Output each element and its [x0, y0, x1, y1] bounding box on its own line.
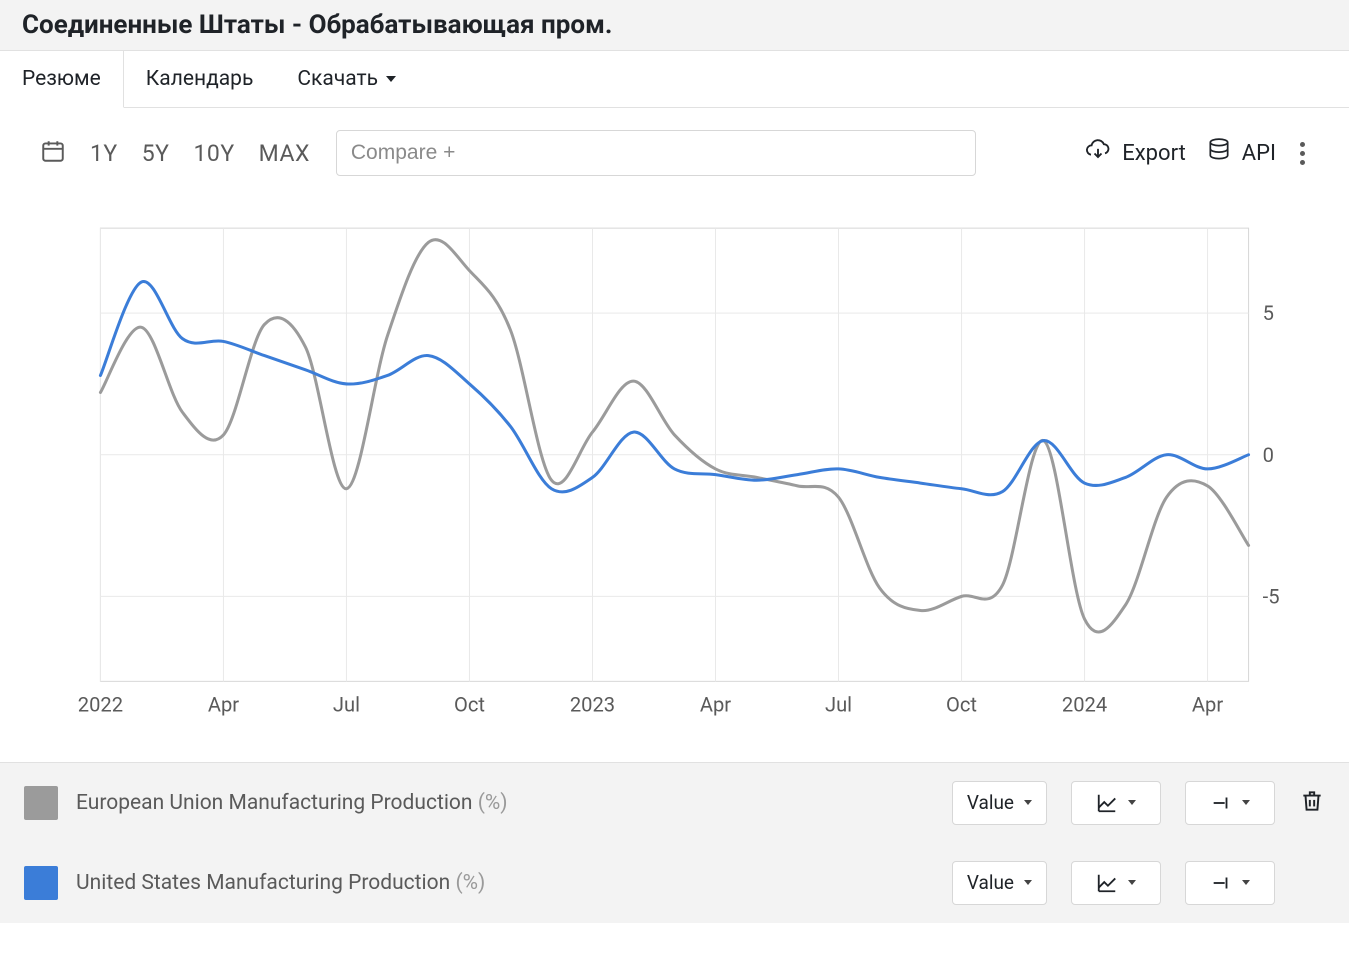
svg-text:Jul: Jul: [333, 693, 360, 717]
svg-text:Apr: Apr: [1192, 693, 1223, 717]
tab-summary-label: Резюме: [22, 67, 101, 91]
compare-input-wrap: [336, 130, 976, 176]
svg-text:0: 0: [1263, 443, 1274, 467]
legend-controls: Value: [952, 781, 1325, 825]
legend-label: United States Manufacturing Production (…: [76, 871, 485, 895]
legend-controls: Value: [952, 861, 1325, 905]
axis-side-dropdown[interactable]: [1185, 861, 1275, 905]
page-title: Соединенные Штаты - Обрабатывающая пром.: [22, 10, 1327, 40]
chart-area: -5 0 5 2022 Apr Jul Oct 2023 Apr Jul Oct 2024 Apr: [22, 198, 1327, 762]
axis-side-dropdown[interactable]: [1185, 781, 1275, 825]
tab-download-label: Скачать: [297, 67, 378, 91]
export-label: Export: [1122, 141, 1186, 166]
svg-text:2022: 2022: [78, 693, 123, 717]
range-5y-button[interactable]: 5Y: [142, 140, 170, 167]
svg-text:Oct: Oct: [946, 693, 977, 717]
legend-swatch: [24, 866, 58, 900]
range-controls: 1Y 5Y 10Y MAX: [40, 138, 310, 168]
legend-row-us: United States Manufacturing Production (…: [0, 843, 1349, 923]
api-label: API: [1242, 141, 1276, 166]
legend-swatch: [24, 786, 58, 820]
legend-label: European Union Manufacturing Production …: [76, 791, 508, 815]
svg-text:2024: 2024: [1062, 693, 1107, 717]
api-button[interactable]: API: [1206, 137, 1276, 169]
chart-style-dropdown[interactable]: [1071, 781, 1161, 825]
value-type-dropdown[interactable]: Value: [952, 861, 1047, 905]
calendar-icon[interactable]: [40, 138, 66, 168]
delete-series-button[interactable]: [1299, 788, 1325, 818]
value-type-dropdown[interactable]: Value: [952, 781, 1047, 825]
range-max-button[interactable]: MAX: [259, 140, 310, 167]
page-header: Соединенные Штаты - Обрабатывающая пром.: [0, 0, 1349, 51]
cloud-download-icon: [1084, 136, 1112, 170]
chart-card: 1Y 5Y 10Y MAX Export A: [22, 108, 1327, 762]
svg-text:Apr: Apr: [208, 693, 239, 717]
svg-text:Jul: Jul: [825, 693, 852, 717]
series-eu: [100, 240, 1248, 632]
tabs-row: Резюме Календарь Скачать: [0, 51, 1349, 108]
tab-calendar[interactable]: Календарь: [124, 51, 276, 107]
legend-row-eu: European Union Manufacturing Production …: [0, 763, 1349, 843]
export-button[interactable]: Export: [1084, 136, 1186, 170]
svg-text:5: 5: [1263, 301, 1274, 325]
legend-area: European Union Manufacturing Production …: [0, 762, 1349, 923]
range-1y-button[interactable]: 1Y: [90, 140, 118, 167]
svg-text:-5: -5: [1263, 584, 1280, 608]
more-menu-button[interactable]: [1296, 138, 1309, 169]
tab-summary[interactable]: Резюме: [0, 51, 124, 108]
right-tools: Export API: [1084, 136, 1309, 170]
chart-toolbar: 1Y 5Y 10Y MAX Export A: [22, 108, 1327, 198]
line-chart[interactable]: -5 0 5 2022 Apr Jul Oct 2023 Apr Jul Oct 2024 Apr: [40, 208, 1309, 732]
compare-input[interactable]: [336, 130, 976, 176]
chevron-down-icon: [386, 76, 396, 82]
database-icon: [1206, 137, 1232, 169]
tab-calendar-label: Календарь: [146, 67, 254, 91]
tab-download[interactable]: Скачать: [275, 51, 418, 107]
svg-text:2023: 2023: [570, 693, 615, 717]
range-10y-button[interactable]: 10Y: [194, 140, 235, 167]
chart-style-dropdown[interactable]: [1071, 861, 1161, 905]
svg-text:Apr: Apr: [700, 693, 731, 717]
svg-text:Oct: Oct: [454, 693, 485, 717]
